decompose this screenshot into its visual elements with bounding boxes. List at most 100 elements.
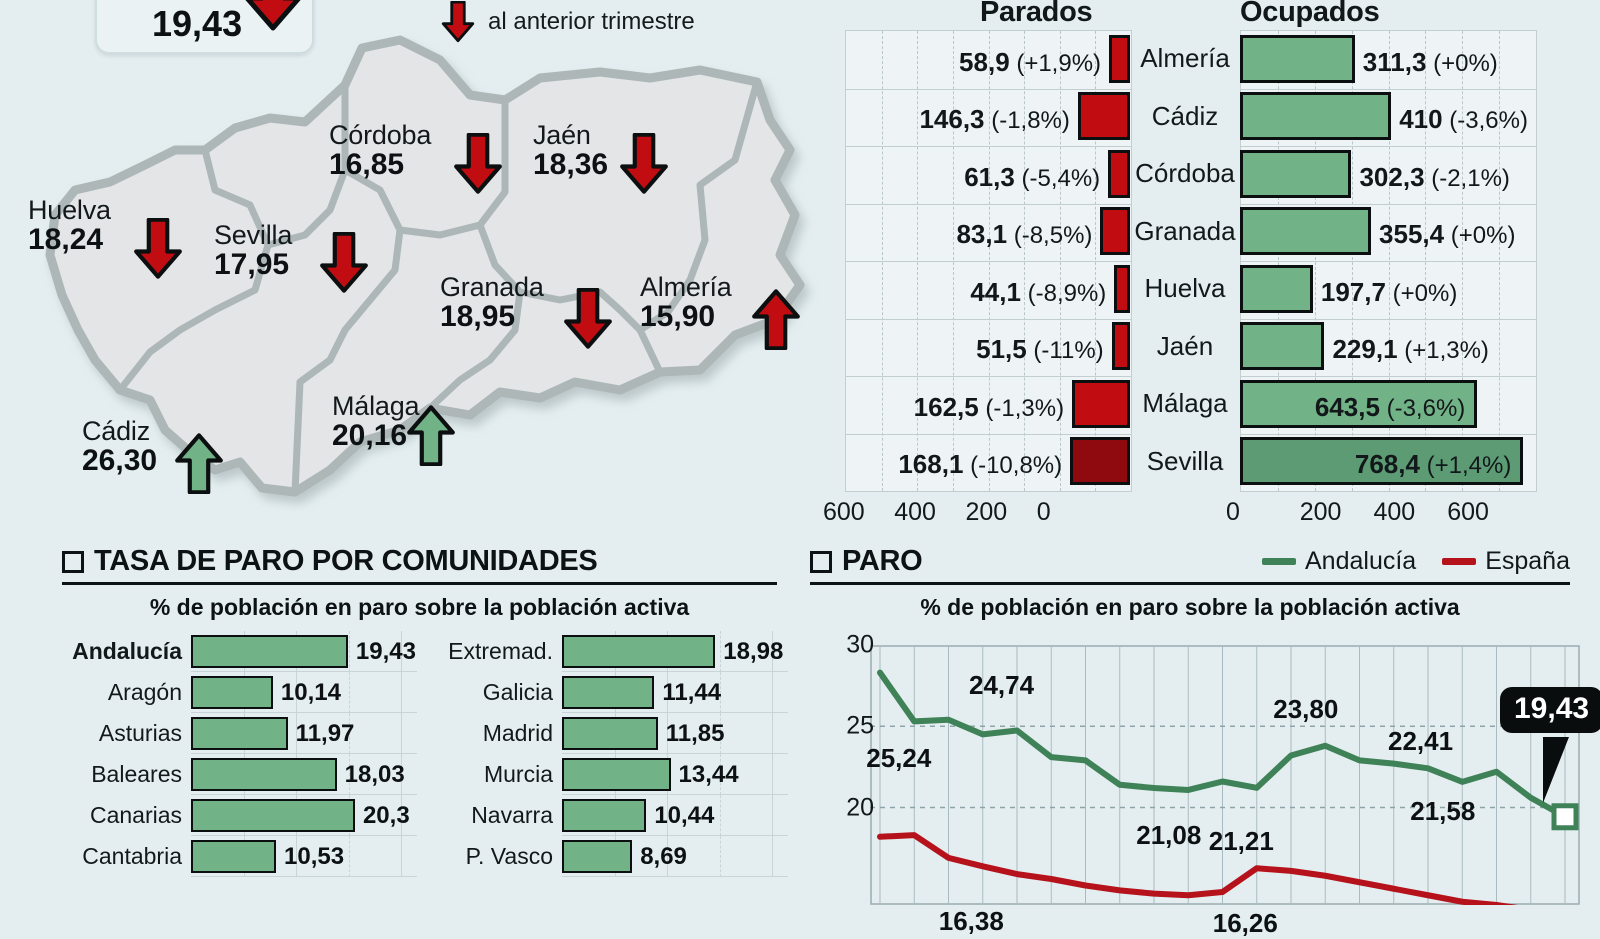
map-shape-group [45,35,805,497]
andalusia-map-svg [45,35,805,497]
gridline [772,672,774,713]
province-value: 17,95 [214,248,290,281]
divider [62,582,777,585]
ccaa-bar-track: 18,03 [191,754,417,795]
data-point-label: 21,08 [1136,819,1202,850]
down-red-arrow-icon [564,288,612,349]
parados-value: 61,3 (-5,4%) [964,161,1101,192]
province-value: 20,16 [332,419,408,452]
ccaa-value: 11,97 [295,720,355,747]
row-divider [191,671,417,672]
gridline [1241,318,1536,320]
ocupados-bar [1240,34,1355,83]
ocupados-value: 768,4 (+1,4%) [1354,449,1512,480]
ocupados-value: 302,3 (-2,1%) [1359,161,1510,192]
ccaa-value: 19,43 [355,638,416,665]
ocupados-bar [1240,92,1392,141]
list-item: Cantabria 10,53 [62,836,417,877]
region-outline [45,35,805,497]
list-item: Andalucía 19,43 [62,631,417,672]
gridline [296,836,298,877]
province-name: Jaén [533,120,591,150]
ccaa-bar-track: 20,3 [191,795,417,836]
down-red-arrow-icon [320,232,368,293]
callout-tail [1543,736,1569,803]
ocupados-value: 643,5 (-3,6%) [1314,391,1466,422]
parados-bar [1072,379,1130,428]
ccaa-section: TASA DE PARO POR COMUNIDADES % de poblac… [62,545,802,900]
parados-bar [1070,437,1130,486]
row-divider [562,753,788,754]
gridline [348,754,351,795]
down-red-arrow-icon [134,218,182,279]
gridline [348,631,351,672]
parados-bar [1077,92,1130,141]
parados-bar [1114,264,1130,313]
table-row: 168,1 (-10,8%) Sevilla 768,4 (+1,4%) [840,0,1600,486]
down-red-arrow-icon [245,0,301,31]
data-point-label: 24,74 [969,670,1035,701]
row-divider [191,794,417,795]
row-divider [562,876,788,877]
parados-bar [1111,322,1130,371]
gridline [1241,376,1536,377]
ocupados-bar [1240,437,1524,486]
list-item: Navarra 10,44 [433,795,788,836]
ccaa-column-left: Andalucía 19,43 Aragón 10,14 Asturias 11,97 Ba… [62,631,417,877]
ccaa-bar-track: 11,85 [562,713,788,754]
province-value: 15,90 [640,300,716,333]
axis-tick: 600 [823,498,865,526]
data-point-label: 23,80 [1273,693,1339,724]
ccaa-name: Navarra [471,802,553,828]
gridline [667,672,669,713]
list-item: Galicia 11,44 [433,672,788,713]
parados-value: 83,1 (-8,5%) [956,219,1093,250]
ocupados-bar [1240,149,1352,198]
ccaa-bar [191,799,355,832]
legend-label-espana: España [1485,547,1570,575]
list-item: P. Vasco 8,69 [433,836,788,877]
ccaa-bar-track: 13,44 [562,754,788,795]
province-label-malaga: Málaga 20,16 [332,393,420,452]
ccaa-name: Asturias [98,720,182,746]
ccaa-value: 10,14 [280,679,341,706]
province-label-almeria: Almería 15,90 [640,274,732,333]
gridline [348,672,351,713]
province-label-cadiz: Cádiz 26,30 [82,418,157,477]
row-province-label: Huelva [1144,273,1226,303]
row-divider [191,712,417,713]
paro-section: PARO Andalucía España % de población en … [810,545,1600,938]
gridline [772,754,774,795]
gridline [401,672,403,713]
ccaa-bar-track: 10,14 [191,672,417,713]
data-point-label: 16,38 [938,906,1004,937]
ocupados-title: Ocupados [1240,0,1380,28]
y-axis-tick: 25 [846,711,874,740]
row-province-label: Granada [1134,215,1236,246]
ccaa-bar [562,758,671,791]
ccaa-bar-track: 19,43 [191,631,417,672]
axis-tick: 600 [1447,498,1489,526]
ccaa-subtitle: % de población en paro sobre la població… [149,594,690,620]
gridline [772,836,774,877]
parados-bar [1108,149,1130,198]
province-boundaries [116,78,761,496]
table-row: 162,5 (-1,3%) Málaga 643,5 (-3,6%) [840,0,1600,428]
gridline [296,672,298,713]
gridline [667,795,669,836]
row-divider [562,671,788,672]
paro-subtitle: % de población en paro sobre la població… [920,594,1460,620]
gridline [1241,203,1536,205]
ccaa-name: Baleares [91,761,182,787]
paro-title: PARO [842,545,923,577]
parados-bar [1109,34,1130,83]
down-red-arrow-icon [620,133,668,194]
parados-value: 146,3 (-1,8%) [919,104,1070,135]
parados-title: Parados [980,0,1093,28]
row-province-label: Jaén [1156,330,1214,361]
province-value: 18,95 [440,300,516,333]
gridline [296,713,298,754]
gridline [1241,146,1536,147]
ccaa-name: Extremad. [448,638,553,664]
ccaa-title: TASA DE PARO POR COMUNIDADES [94,545,598,577]
